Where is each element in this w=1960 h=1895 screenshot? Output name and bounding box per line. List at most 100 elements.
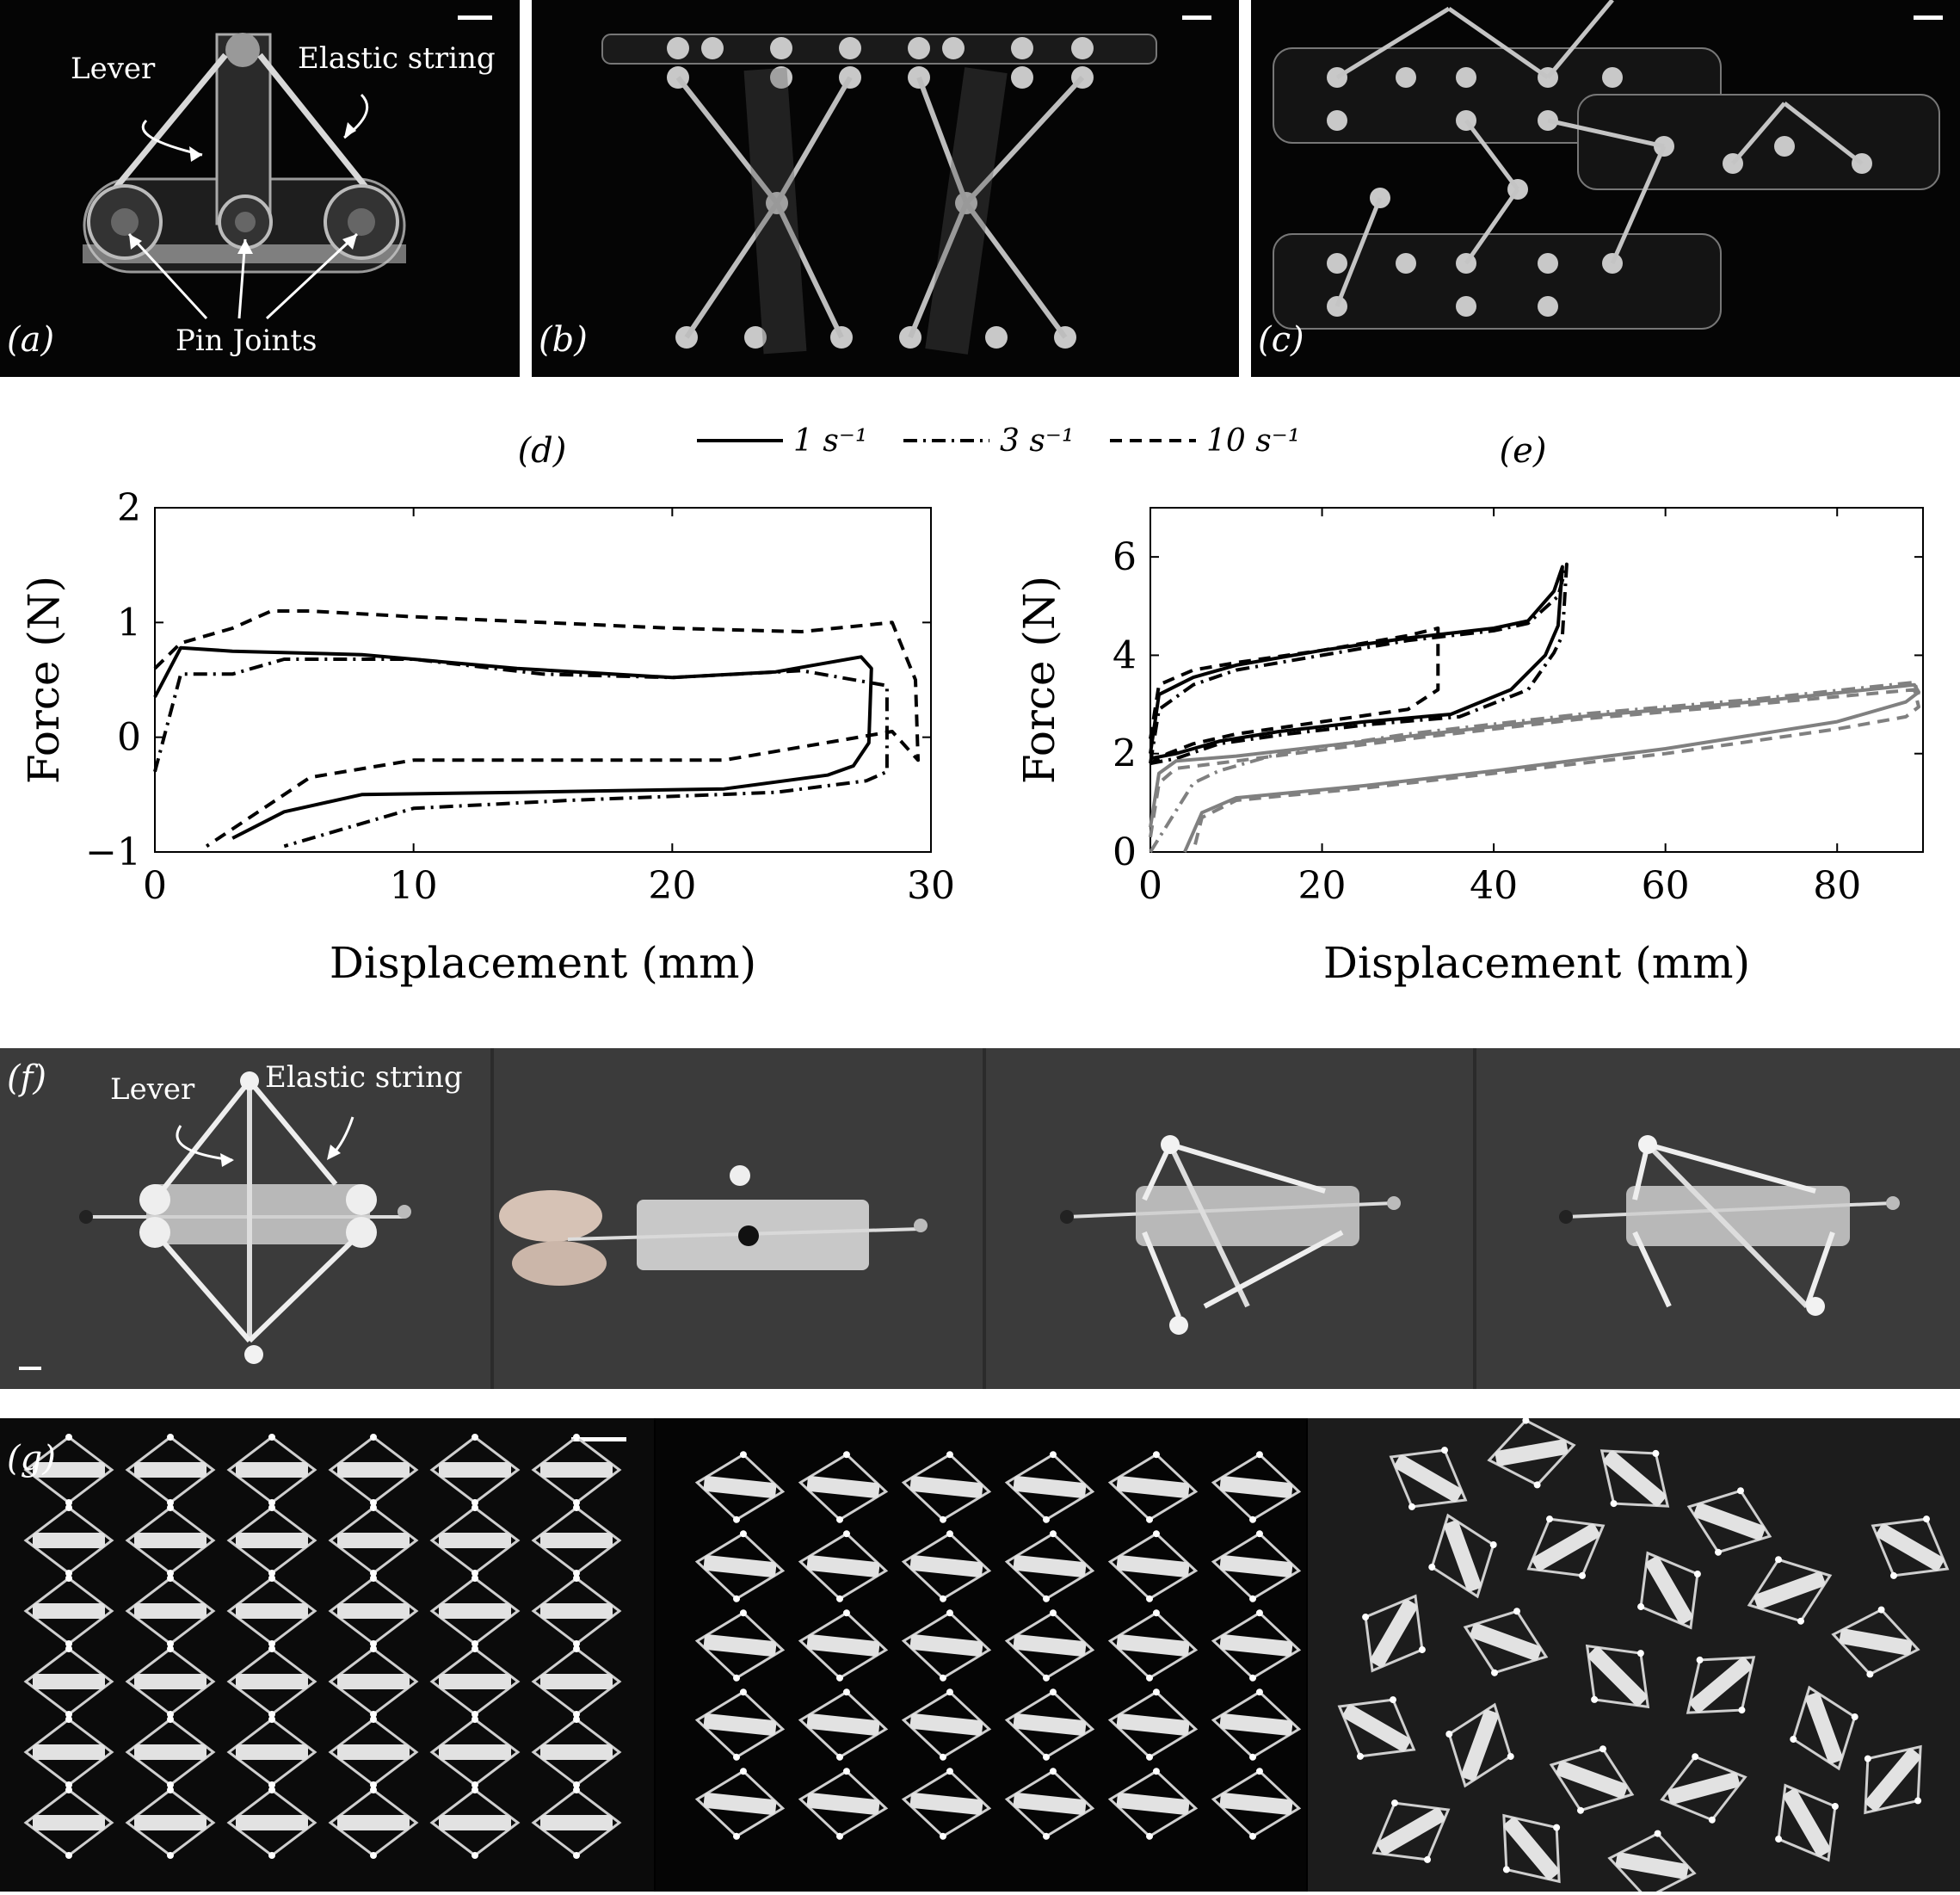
lattice-unit <box>1502 1813 1561 1884</box>
lattice-unit <box>1487 1417 1576 1489</box>
lattice-unit <box>1211 1609 1302 1682</box>
photo-panel-c: (c) <box>1251 0 1960 377</box>
lattice-unit <box>328 1434 419 1506</box>
lattice-unit <box>226 1716 317 1788</box>
x-axis-label: Displacement (mm) <box>1323 938 1750 988</box>
lattice-unit <box>1549 1745 1635 1814</box>
lattice-unit <box>125 1504 216 1577</box>
panel-label-g: (g) <box>7 1439 56 1478</box>
unit-collapsed <box>499 1165 928 1286</box>
lattice-unit <box>1463 1608 1549 1676</box>
kirigami-unit-photo-sequence <box>19 1048 1900 1389</box>
lattice-unit <box>23 1504 114 1577</box>
x-tick-label: 60 <box>1642 864 1690 908</box>
chain-photo <box>601 15 1211 355</box>
lattice-unit <box>1790 1685 1858 1771</box>
lattice-unit <box>429 1575 521 1647</box>
lattice-unit <box>429 1434 521 1506</box>
lattice-unit <box>1004 1530 1095 1602</box>
chart-panel-label-e: (e) <box>1500 431 1547 471</box>
lattice-unit <box>1107 1609 1199 1682</box>
lattice-unit <box>1004 1688 1095 1761</box>
lattice-unit <box>125 1787 216 1859</box>
lattice-unit <box>798 1688 889 1761</box>
lattice-unit <box>1362 1594 1426 1673</box>
y-axis-label: Force (N) <box>19 576 69 784</box>
series-line-5 <box>1149 680 1920 854</box>
lattice-unit <box>1607 1830 1697 1895</box>
x-tick-label: 0 <box>1138 864 1162 908</box>
series-line-1 <box>1149 562 1569 766</box>
series-line-1 <box>153 657 889 849</box>
unit-tilted-1 <box>1060 1135 1401 1335</box>
lattice-unit <box>694 1451 786 1523</box>
plot-frame <box>154 507 932 853</box>
label-elastic-string-f: Elastic string <box>265 1060 463 1095</box>
lattice-unit <box>1107 1688 1199 1761</box>
lattice-unit <box>1686 1656 1756 1714</box>
lattice-unit <box>1107 1451 1199 1523</box>
x-tick-label: 20 <box>1298 864 1347 908</box>
x-tick-label: 40 <box>1470 864 1518 908</box>
lattice-unit <box>1371 1799 1451 1863</box>
lattice-unit <box>125 1575 216 1647</box>
lattice-unit <box>1637 1551 1701 1630</box>
x-tick-label: 30 <box>907 864 955 908</box>
x-tick-label: 0 <box>143 864 167 908</box>
x-tick-label: 80 <box>1813 864 1861 908</box>
lattice-unit <box>1526 1515 1606 1579</box>
legend-label: 1 s⁻¹ <box>793 423 867 459</box>
panel-label-a: (a) <box>7 320 55 360</box>
lattice-unit <box>23 1434 114 1506</box>
lattice-unit <box>23 1645 114 1718</box>
lattice-unit <box>901 1688 992 1761</box>
lattice-unit <box>1004 1768 1095 1840</box>
lattice-unit <box>1107 1768 1199 1840</box>
lattice-unit <box>226 1645 317 1718</box>
lattice-unit <box>1747 1556 1833 1625</box>
lattice-unit <box>694 1688 786 1761</box>
lattice-unit <box>328 1716 419 1788</box>
lattice-unit <box>798 1609 889 1682</box>
lattice-unit <box>1337 1696 1416 1760</box>
lattice-unit <box>1660 1753 1747 1824</box>
lattice-unit <box>328 1504 419 1577</box>
x-tick-label: 20 <box>648 864 696 908</box>
lattice-unit <box>901 1530 992 1602</box>
lattice-unit <box>1445 1702 1514 1788</box>
chart-legend: 1 s⁻¹ 3 s⁻¹ 10 s⁻¹ <box>697 423 1300 459</box>
lattice-unit <box>23 1575 114 1647</box>
y-axis-label: Force (N) <box>1014 576 1064 784</box>
legend-label: 3 s⁻¹ <box>1000 423 1074 459</box>
lattice-unit <box>531 1716 622 1788</box>
series-line-2 <box>153 609 920 848</box>
panel-label-f: (f) <box>7 1059 47 1098</box>
y-tick-label: 6 <box>1113 535 1137 579</box>
lattice-unit <box>531 1434 622 1506</box>
lattice-unit <box>1686 1487 1772 1556</box>
y-tick-label: 1 <box>117 601 141 645</box>
unit-extended <box>79 1071 411 1364</box>
lattice-unit <box>1211 1768 1302 1840</box>
lattice-unit <box>901 1609 992 1682</box>
lattice-unit <box>429 1716 521 1788</box>
label-lever: Lever <box>71 52 156 86</box>
lattice-unit <box>798 1768 889 1840</box>
lattice-unit <box>226 1434 317 1506</box>
series-line-4 <box>1149 688 1920 853</box>
lattice-unit <box>1107 1530 1199 1602</box>
label-lever-f: Lever <box>110 1072 195 1107</box>
chart-e: 0 20 40 60 80 0 2 4 6 Displacement (mm) Force (N) <box>1014 507 1924 988</box>
y-tick-label: 0 <box>1113 830 1137 874</box>
panel-label-b: (b) <box>539 320 588 360</box>
series-line-0 <box>153 645 873 840</box>
photo-panel-g: (g) <box>0 1417 1960 1895</box>
legend-label: 10 s⁻¹ <box>1206 423 1300 459</box>
series-line-0 <box>1149 565 1564 761</box>
x-tick-label: 10 <box>390 864 438 908</box>
lattice-unit <box>1871 1515 1950 1579</box>
label-pin-joints: Pin Joints <box>176 324 317 358</box>
lattice-unit <box>531 1787 622 1859</box>
photo-panel-b: (b) <box>532 0 1239 377</box>
label-elastic-string: Elastic string <box>298 41 496 76</box>
